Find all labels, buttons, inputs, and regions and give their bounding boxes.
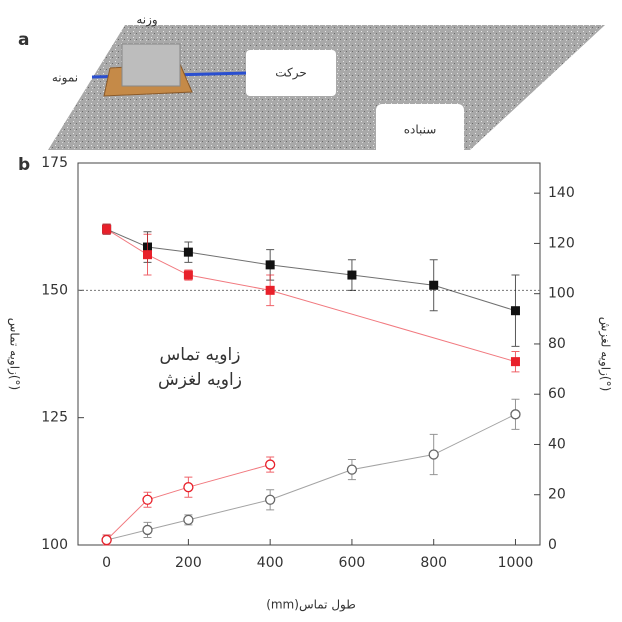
y-axis-title: زاویه تماس(°) — [7, 318, 22, 390]
x-tick-label: 1000 — [498, 555, 534, 571]
marker — [142, 524, 153, 536]
sample-label: نمونه — [52, 71, 78, 86]
panel-label: b — [18, 155, 30, 175]
series-line — [106, 464, 271, 541]
marker — [183, 482, 194, 493]
y2-tick-label: 120 — [548, 235, 575, 251]
marker — [428, 449, 439, 460]
annotation: زاویه تماس — [160, 345, 241, 365]
marker — [346, 464, 358, 475]
marker — [142, 494, 153, 505]
y2-tick-label: 20 — [548, 487, 566, 503]
marker — [183, 514, 194, 526]
marker — [265, 285, 275, 295]
y2-tick-label: 140 — [548, 185, 575, 201]
sandpaper-label: سنباده — [404, 123, 437, 137]
series-line — [106, 228, 516, 363]
series-line — [106, 413, 516, 541]
x-tick-label: 0 — [102, 555, 111, 571]
marker — [265, 494, 276, 505]
sandpaper-box — [376, 104, 464, 156]
marker — [102, 224, 112, 234]
motion-label: حرکت — [275, 66, 307, 81]
y-tick-label: 100 — [41, 537, 68, 553]
y2-axis-title: زاویه لغزش(°) — [598, 317, 613, 392]
marker — [265, 459, 276, 470]
y2-tick-label: 40 — [548, 436, 566, 452]
y-tick-label: 175 — [41, 155, 68, 171]
y2-tick-label: 0 — [548, 537, 557, 553]
panel-b: b (mm)طول تماس زاویه تماس(°) زاویه لغزش(… — [7, 155, 613, 613]
marker — [101, 534, 112, 546]
y-tick-label: 125 — [41, 410, 68, 426]
marker — [510, 306, 520, 316]
marker — [265, 260, 275, 270]
weight-label: وزنه — [136, 13, 157, 28]
x-tick-label: 800 — [420, 555, 447, 571]
annotation: زاویه لغزش — [158, 370, 242, 390]
y2-tick-label: 60 — [548, 386, 566, 402]
motion-box — [246, 50, 336, 96]
panel-label: a — [18, 30, 29, 50]
y-tick-label: 150 — [41, 282, 68, 298]
weight-block — [121, 43, 181, 87]
marker — [429, 280, 439, 290]
y2-tick-label: 80 — [548, 336, 566, 352]
plot-frame — [77, 162, 541, 546]
marker — [183, 270, 193, 280]
marker — [510, 409, 521, 420]
x-tick-label: 400 — [257, 555, 284, 571]
marker — [347, 270, 357, 280]
marker — [143, 250, 153, 260]
panel-a: a وزنه نمونه حرکت سنباده — [18, 13, 605, 156]
marker — [510, 357, 520, 367]
x-tick-label: 200 — [175, 555, 202, 571]
marker — [183, 247, 193, 257]
y2-tick-label: 100 — [548, 286, 575, 302]
series-line — [106, 228, 516, 312]
x-axis-title: (mm)طول تماس — [266, 598, 356, 613]
x-tick-label: 600 — [339, 555, 366, 571]
